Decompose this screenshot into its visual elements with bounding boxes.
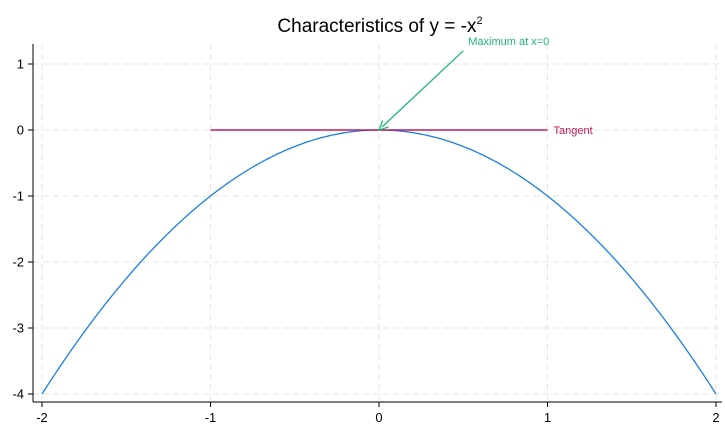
x-tick-label: 0 — [375, 410, 382, 425]
y-tick-label: -2 — [12, 255, 24, 270]
tangent-annotation-label: Tangent — [554, 125, 593, 137]
x-tick-label: 2 — [712, 410, 719, 425]
grid — [33, 44, 722, 402]
y-tick-label: 1 — [17, 57, 24, 72]
maximum-arrow-head — [377, 120, 389, 132]
chart-title: Characteristics of y = -x2 — [277, 15, 482, 37]
x-tick-label: 1 — [544, 410, 551, 425]
maximum-arrow-line — [381, 50, 464, 128]
chart-title-superscript: 2 — [476, 15, 482, 27]
maximum-annotation-label: Maximum at x=0 — [468, 36, 549, 48]
x-tick-label: -1 — [205, 410, 217, 425]
y-tick-label: 0 — [17, 123, 24, 138]
y-tick-label: -1 — [12, 189, 24, 204]
chart-title-main: Characteristics of y = -x — [277, 16, 477, 37]
y-tick-label: -4 — [12, 387, 24, 402]
x-tick-label: -2 — [36, 410, 48, 425]
annotations-group: Maximum at x=0 Tangent — [377, 36, 593, 137]
axes: 1 0 -1 -2 -3 -4 -2 -1 0 1 2 — [12, 44, 722, 425]
y-tick-label: -3 — [12, 321, 24, 336]
